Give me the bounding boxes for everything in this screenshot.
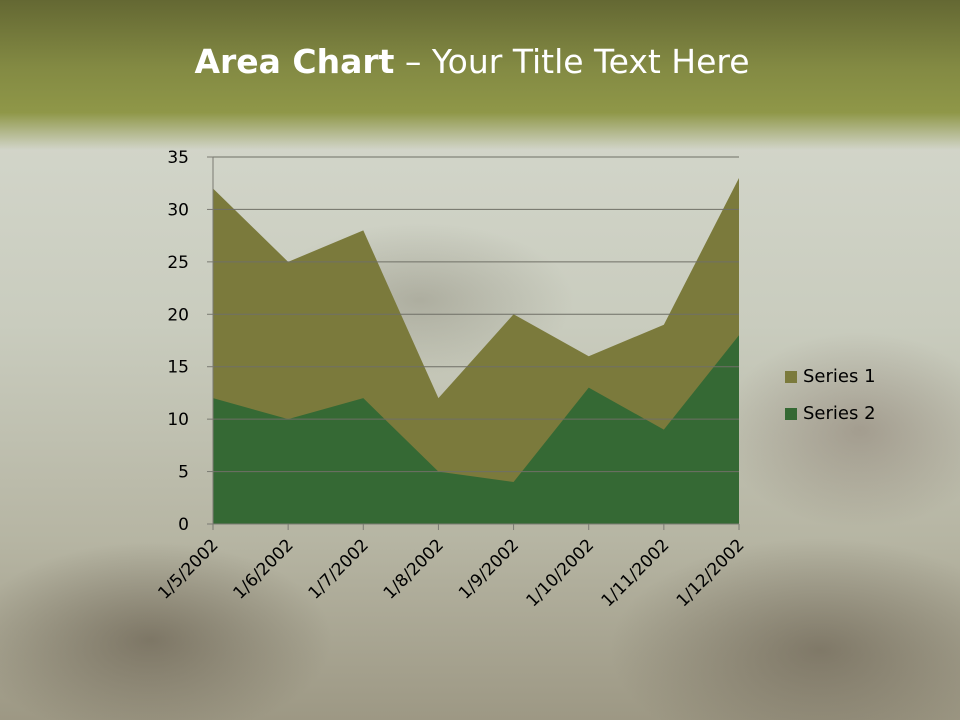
y-tick-label: 15: [167, 358, 189, 378]
x-tick-label: 1/6/2002: [230, 535, 298, 603]
legend-item-series-1: Series 1: [785, 358, 876, 395]
x-tick-label: 1/10/2002: [522, 535, 598, 611]
legend-swatch-series-2: [785, 407, 797, 420]
y-tick-label: 5: [178, 463, 189, 483]
x-tick-label: 1/9/2002: [455, 535, 523, 603]
y-tick-label: 25: [167, 253, 189, 273]
title-bold: Area Chart: [194, 42, 395, 81]
x-tick-label: 1/8/2002: [380, 535, 448, 603]
legend-item-series-2: Series 2: [785, 395, 876, 432]
legend-label-series-1: Series 1: [803, 366, 876, 387]
y-tick-label: 20: [167, 305, 189, 325]
title-rest: – Your Title Text Here: [394, 42, 750, 81]
area-series-2: [213, 335, 739, 524]
x-tick-label: 1/5/2002: [154, 535, 222, 603]
y-tick-label: 35: [167, 148, 189, 168]
slide-title: Area Chart – Your Title Text Here: [0, 40, 944, 84]
y-tick-label: 10: [167, 410, 189, 430]
y-tick-label: 30: [167, 200, 189, 220]
x-tick-label: 1/7/2002: [305, 535, 373, 603]
x-tick-label: 1/11/2002: [598, 535, 674, 611]
legend-label-series-2: Series 2: [803, 403, 876, 424]
title-band: [0, 0, 960, 150]
x-tick-label: 1/12/2002: [673, 535, 749, 611]
legend-swatch-series-1: [785, 370, 797, 383]
y-tick-label: 0: [178, 515, 189, 535]
legend: Series 1 Series 2: [785, 358, 876, 432]
